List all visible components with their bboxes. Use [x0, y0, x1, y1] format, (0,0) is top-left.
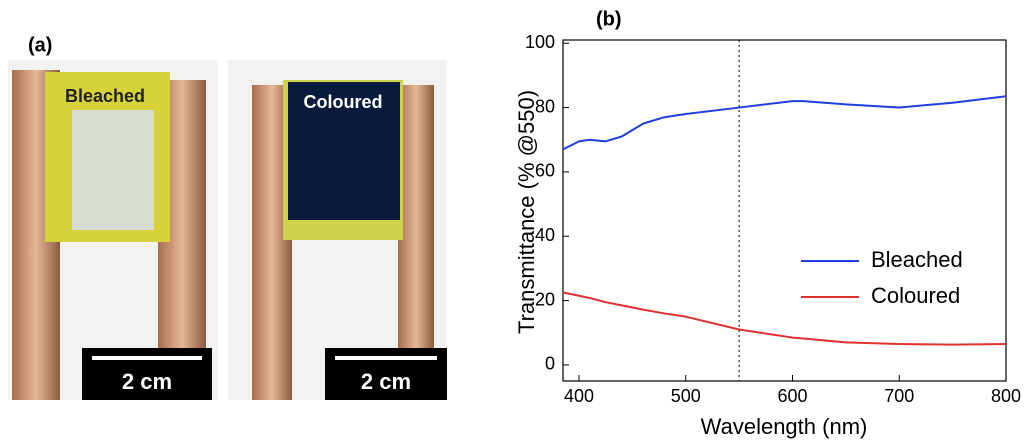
y-tick-label: 100	[525, 32, 555, 52]
y-tick-label: 0	[545, 354, 555, 374]
x-tick-label: 400	[564, 386, 594, 406]
photo-label: Coloured	[304, 92, 383, 112]
y-tick-label: 40	[535, 225, 555, 245]
x-tick-label: 600	[777, 386, 807, 406]
plot-frame	[563, 40, 1006, 381]
x-tick-label: 700	[884, 386, 914, 406]
panel-label: (a)	[28, 34, 52, 56]
x-tick-label: 800	[991, 386, 1021, 406]
panel-label: (b)	[596, 8, 622, 30]
legend-label: Coloured	[871, 283, 960, 308]
figure: (a) Bleached 2 cm Coloured 2 cm (b) Wave…	[0, 0, 1027, 442]
x-tick-label: 500	[671, 386, 701, 406]
legend-label: Bleached	[871, 247, 963, 272]
photo-bleached	[8, 60, 218, 400]
y-tick-label: 80	[535, 96, 555, 116]
scale-bar-label: 2 cm	[361, 369, 411, 394]
y-tick-label: 20	[535, 289, 555, 309]
y-tick-label: 60	[535, 161, 555, 181]
x-axis-label: Wavelength (nm)	[701, 414, 868, 439]
scale-bar-label: 2 cm	[122, 369, 172, 394]
series-line	[563, 96, 1006, 149]
photo-label: Bleached	[65, 86, 145, 106]
